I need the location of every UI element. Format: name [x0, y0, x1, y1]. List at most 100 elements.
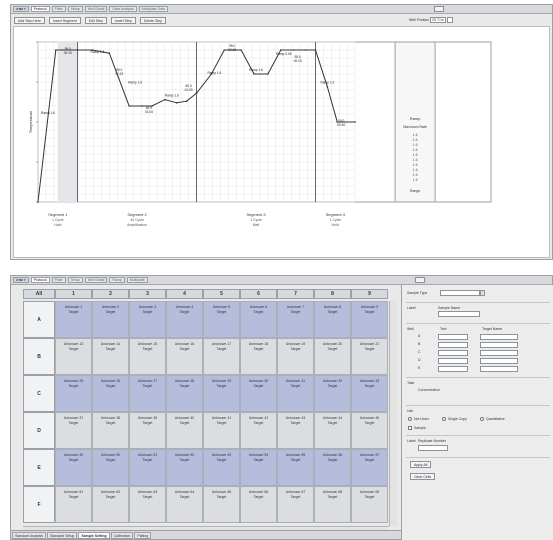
sample-type-select[interactable] — [440, 290, 480, 296]
tab-standard-analysis[interactable]: Standard Analysis — [12, 532, 47, 539]
plate-well[interactable]: Unknown 49 Target — [55, 449, 92, 486]
row-header[interactable]: C — [23, 375, 55, 412]
plate-well[interactable]: Unknown 32 Target — [314, 375, 351, 412]
plate-well[interactable]: Unknown 6 Target — [240, 301, 277, 338]
column-header[interactable]: 4 — [166, 289, 203, 299]
well-position-field[interactable]: 25 °C/s — [430, 17, 446, 23]
text-field[interactable] — [438, 334, 468, 340]
tab-logo[interactable]: ʟғʙᴍ ʏ — [13, 6, 29, 12]
plate-well[interactable]: Unknown 29 Target — [203, 375, 240, 412]
tab-ramp[interactable]: Ramp — [109, 277, 125, 283]
column-header[interactable]: 2 — [92, 289, 129, 299]
tab-plate[interactable]: Plate — [51, 6, 66, 12]
plate-well[interactable]: Unknown 51 Target — [129, 449, 166, 486]
plate-well[interactable]: Unknown 41 Target — [203, 412, 240, 449]
plate-well[interactable]: Unknown 31 Target — [277, 375, 314, 412]
text-field[interactable] — [438, 350, 468, 356]
tab-setup[interactable]: Setup — [67, 277, 83, 283]
tab-calibration[interactable]: Calibration — [110, 532, 134, 539]
target-name-field[interactable] — [480, 350, 518, 356]
replicate-number-field[interactable] — [418, 445, 448, 451]
plate-well[interactable]: Unknown 66 Target — [240, 486, 277, 523]
tab-protocol[interactable]: Protocol — [30, 6, 50, 12]
plate-well[interactable]: Unknown 5 Target — [203, 301, 240, 338]
tab-plating[interactable]: Plating — [134, 532, 152, 539]
plate-well[interactable]: Unknown 18 Target — [240, 338, 277, 375]
plate-well[interactable]: Unknown 30 Target — [240, 375, 277, 412]
plate-well[interactable]: Unknown 61 Target — [55, 486, 92, 523]
plate-well[interactable]: Unknown 21 Target — [351, 338, 388, 375]
plate-well[interactable]: Unknown 54 Target — [240, 449, 277, 486]
column-header[interactable]: 1 — [55, 289, 92, 299]
plate-well[interactable]: Unknown 19 Target — [277, 338, 314, 375]
plate-well[interactable]: Unknown 67 Target — [277, 486, 314, 523]
spinner-icon[interactable] — [446, 17, 453, 23]
plate-well[interactable]: Unknown 53 Target — [203, 449, 240, 486]
plate-well[interactable]: Unknown 40 Target — [166, 412, 203, 449]
tab-data-analysis[interactable]: Data Analysis — [109, 6, 137, 12]
maximize-icon[interactable] — [415, 277, 425, 283]
quantitative-radio[interactable] — [480, 417, 484, 421]
plate-well[interactable]: Unknown 37 Target — [55, 412, 92, 449]
plate-well[interactable]: Unknown 15 Target — [129, 338, 166, 375]
not-used-radio[interactable] — [408, 417, 412, 421]
plate-well[interactable]: Unknown 68 Target — [314, 486, 351, 523]
text-field[interactable] — [438, 366, 468, 372]
tab-standard-setup[interactable]: Standard Setup — [47, 532, 78, 539]
plate-well[interactable]: Unknown 50 Target — [92, 449, 129, 486]
plate-well[interactable]: Unknown 64 Target — [166, 486, 203, 523]
text-field[interactable] — [438, 342, 468, 348]
plate-well[interactable]: Unknown 1 Target — [55, 301, 92, 338]
target-name-field[interactable] — [480, 334, 518, 340]
plate-well[interactable]: Unknown 8 Target — [314, 301, 351, 338]
plate-corner-header[interactable]: All — [23, 289, 55, 299]
plate-well[interactable]: Unknown 45 Target — [351, 412, 388, 449]
delete-step-button[interactable]: Delete Step — [139, 16, 167, 24]
sample-name-field[interactable] — [438, 311, 480, 317]
row-header[interactable]: B — [23, 338, 55, 375]
row-header[interactable]: F — [23, 486, 55, 523]
tab-protocol[interactable]: Protocol — [30, 277, 50, 283]
plate-well[interactable]: Unknown 69 Target — [351, 486, 388, 523]
apply-all-button[interactable]: Apply All — [410, 461, 432, 468]
insert-segment-button[interactable]: Insert Segment — [48, 16, 81, 24]
plate-well[interactable]: Unknown 38 Target — [92, 412, 129, 449]
text-field[interactable] — [438, 358, 468, 364]
target-name-field[interactable] — [480, 358, 518, 364]
plate-well[interactable]: Unknown 14 Target — [92, 338, 129, 375]
edit-step-button[interactable]: Edit Step — [84, 16, 107, 24]
plate-well[interactable]: Unknown 43 Target — [277, 412, 314, 449]
plate-well[interactable]: Unknown 52 Target — [166, 449, 203, 486]
row-header[interactable]: E — [23, 449, 55, 486]
column-header[interactable]: 3 — [129, 289, 166, 299]
plate-well[interactable]: Unknown 2 Target — [92, 301, 129, 338]
tab-logo[interactable]: ʟғʙᴍ ʏ — [13, 277, 29, 283]
plate-well[interactable]: Unknown 57 Target — [351, 449, 388, 486]
clear-cells-button[interactable]: Clear Cells — [410, 473, 436, 480]
plate-well[interactable]: Unknown 9 Target — [351, 301, 388, 338]
add-step-button[interactable]: Add Step Here — [14, 16, 45, 24]
maximize-icon[interactable] — [434, 6, 444, 12]
column-header[interactable]: 5 — [203, 289, 240, 299]
target-name-field[interactable] — [480, 342, 518, 348]
column-header[interactable]: 8 — [314, 289, 351, 299]
plate-well[interactable]: Unknown 63 Target — [129, 486, 166, 523]
plate-well[interactable]: Unknown 56 Target — [314, 449, 351, 486]
plate-well[interactable]: Unknown 4 Target — [166, 301, 203, 338]
column-header[interactable]: 7 — [277, 289, 314, 299]
chevron-down-icon[interactable] — [480, 290, 485, 296]
vertical-scrollbar[interactable] — [389, 301, 397, 526]
plate-well[interactable]: Unknown 27 Target — [129, 375, 166, 412]
tab-sample-setting[interactable]: Sample Setting — [78, 532, 110, 539]
tab-multiplate[interactable]: Multiplate — [126, 277, 148, 283]
column-header[interactable]: 9 — [351, 289, 388, 299]
plate-well[interactable]: Unknown 33 Target — [351, 375, 388, 412]
plate-well[interactable]: Unknown 44 Target — [314, 412, 351, 449]
sample-checkbox[interactable] — [408, 426, 412, 430]
plate-well[interactable]: Unknown 39 Target — [129, 412, 166, 449]
row-header[interactable]: A — [23, 301, 55, 338]
plate-well[interactable]: Unknown 16 Target — [166, 338, 203, 375]
row-header[interactable]: D — [23, 412, 55, 449]
column-header[interactable]: 6 — [240, 289, 277, 299]
single-copy-radio[interactable] — [442, 417, 446, 421]
